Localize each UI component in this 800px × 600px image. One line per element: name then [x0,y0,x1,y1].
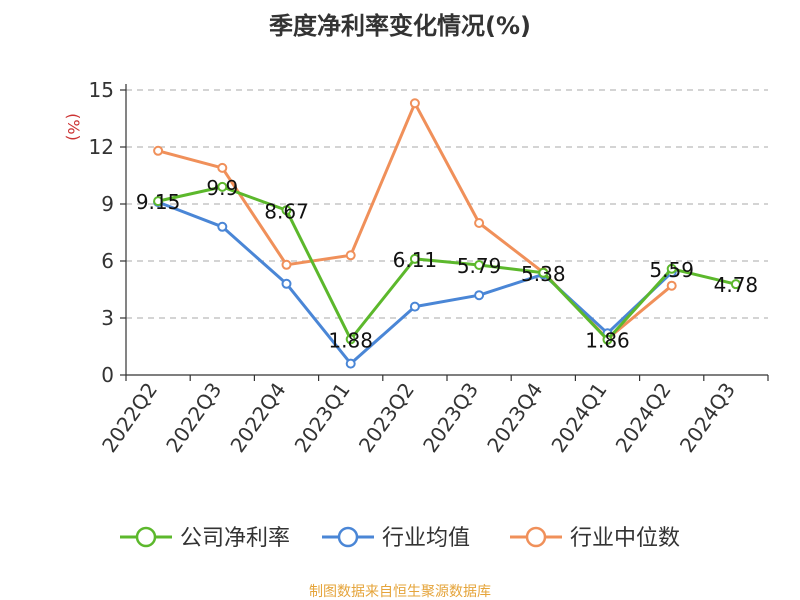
data-label: 6.11 [393,248,438,272]
series-point [409,253,420,264]
legend: 公司净利率 行业均值 行业中位数 [120,526,680,551]
series-point [345,358,356,369]
legend-label: 行业均值 [382,526,470,551]
series-point [345,334,356,345]
series-point [474,218,485,228]
series-point [217,162,228,173]
data-label: 9.9 [206,176,238,200]
y-tick-label: 15 [89,78,114,102]
series-point [666,263,677,274]
series-point [281,278,292,289]
y-axis-label: (%) [64,113,83,141]
series-point [153,196,164,207]
series-point [602,334,613,345]
data-label: 8.67 [264,199,309,223]
x-tick-label: 2023Q1 [290,378,355,457]
series-lines [153,98,741,369]
data-labels: 9.15 9.9 8.67 1.88 6.11 5.79 5.38 1.86 5.59 4.78 [136,176,758,353]
y-tick-label: 12 [89,135,114,159]
x-tick-labels: 2022Q2 2022Q3 2022Q4 2023Q1 2023Q2 2023Q3 2023… [97,378,740,457]
axes [120,84,769,381]
series-point [409,98,420,109]
legend-marker [337,526,359,548]
series-point [217,221,228,232]
data-label: 9.15 [136,190,181,214]
series-point [281,205,292,216]
x-tick-label: 2024Q1 [546,378,611,457]
y-tick-label: 3 [101,306,114,330]
x-tick-label: 2024Q2 [611,378,676,457]
y-tick-labels: 0 3 6 9 12 15 [89,78,114,387]
data-label: 1.86 [585,329,630,353]
legend-marker [135,526,157,548]
legend-label: 行业中位数 [570,526,680,551]
series-line [157,185,737,342]
chart-title: 季度净利率变化情况(%) [269,12,531,40]
x-tick-label: 2023Q4 [482,378,547,457]
series-point [538,267,549,278]
series-point [409,301,420,312]
source-note: 制图数据来自恒生聚源数据库 [309,584,491,600]
series-point [666,280,677,291]
series-point [474,259,485,270]
series-point [345,250,356,261]
x-tick-label: 2022Q2 [97,378,162,457]
x-tick-label: 2022Q4 [225,378,290,457]
series-point [730,279,741,290]
y-tick-label: 6 [101,249,114,273]
data-label: 1.88 [328,328,373,352]
x-tick-label: 2023Q2 [354,378,419,457]
series-point [153,145,164,156]
x-tick-label: 2022Q3 [161,378,226,457]
data-label: 5.79 [457,254,502,278]
data-label: 5.38 [521,262,566,286]
legend-label: 公司净利率 [180,526,290,551]
y-tick-label: 0 [101,363,114,387]
x-tick-label: 2024Q3 [675,378,740,457]
x-tick-label: 2023Q3 [418,378,483,457]
legend-marker [525,526,547,548]
data-label: 4.78 [714,273,759,297]
y-tick-label: 9 [101,192,114,216]
series-point [281,259,292,270]
data-label: 5.59 [649,258,694,282]
series-point [474,290,485,301]
series-point [217,181,228,192]
